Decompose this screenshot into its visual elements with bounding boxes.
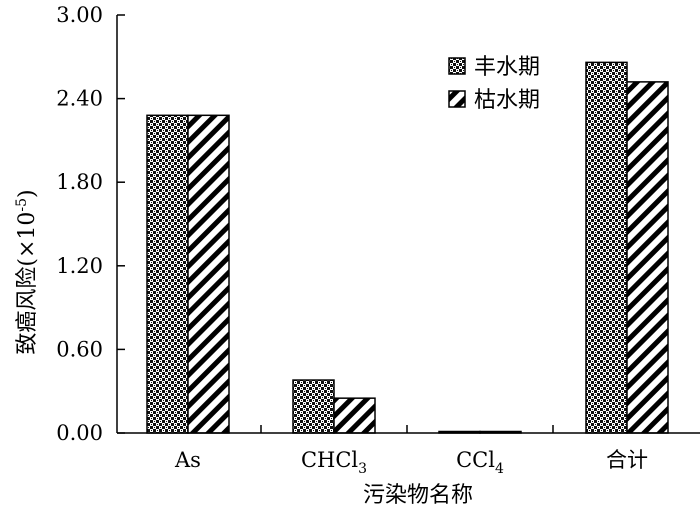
y-axis-title: 致癌风险(×10-5) [14,189,40,354]
y-axis-title-prefix: 致癌风险(×10 [15,212,40,355]
y-tick-label: 1.20 [56,254,103,278]
x-tick-label: 合计 [606,448,648,472]
y-tick-label: 3.00 [56,3,103,27]
x-axis-title: 污染物名称 [363,483,473,508]
bar-wet-season-1 [292,379,335,434]
bar-dry-season-1 [333,397,376,434]
bar-dry-season-0 [187,114,230,434]
x-tick-label: CHCl3 [301,448,367,477]
y-tick-label: 0.60 [56,337,103,361]
y-tick-label: 2.40 [56,87,103,111]
legend-label-wet-season: 丰水期 [474,55,540,80]
y-tick-label: 0.00 [56,421,103,445]
bar-wet-season-3 [585,61,628,434]
bar-dry-season-3 [626,81,669,434]
legend-label-dry-season: 枯水期 [474,88,540,113]
legend-swatch-dry-season [448,90,466,108]
y-axis-title-suffix: ) [15,189,40,198]
y-axis-title-exponent: -5 [14,198,30,212]
plot-area: 0.00 0.60 1.20 1.80 2.40 3.00 As CHCl3 CCl4 合计 丰水期… [56,3,700,477]
bar-wet-season-0 [146,114,189,434]
legend-swatch-wet-season [448,57,466,75]
x-tick-label: CCl4 [456,448,504,477]
x-tick-label: As [174,448,201,472]
y-tick-label: 1.80 [56,170,103,194]
